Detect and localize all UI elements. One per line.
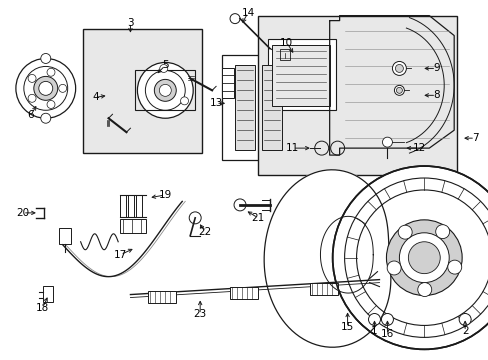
Bar	[279, 49, 289, 60]
Circle shape	[47, 100, 55, 108]
Text: 4: 4	[92, 92, 99, 102]
Circle shape	[39, 81, 53, 95]
Text: 11: 11	[285, 143, 299, 153]
Text: 16: 16	[380, 329, 393, 339]
Circle shape	[382, 137, 392, 147]
Circle shape	[392, 62, 406, 75]
Circle shape	[28, 75, 36, 82]
Text: 19: 19	[159, 190, 172, 200]
Text: 14: 14	[241, 8, 254, 18]
Circle shape	[41, 54, 51, 63]
Circle shape	[332, 166, 488, 349]
Bar	[120, 195, 126, 217]
Bar	[42, 285, 53, 302]
Bar	[120, 219, 146, 233]
Bar	[271, 45, 329, 106]
Circle shape	[59, 84, 66, 92]
Circle shape	[397, 225, 411, 239]
Circle shape	[234, 199, 245, 211]
Circle shape	[395, 64, 403, 72]
Circle shape	[458, 314, 470, 325]
Text: 21: 21	[251, 213, 264, 223]
Text: 20: 20	[16, 208, 29, 218]
Circle shape	[154, 80, 176, 101]
Bar	[136, 195, 142, 217]
Bar	[82, 28, 202, 153]
Circle shape	[28, 94, 36, 102]
Bar	[222, 68, 234, 98]
Bar	[59, 228, 71, 244]
Bar	[229, 287, 258, 298]
Text: 15: 15	[340, 323, 353, 332]
Circle shape	[381, 314, 393, 325]
Text: 5: 5	[162, 60, 168, 71]
Circle shape	[34, 76, 58, 100]
Circle shape	[417, 283, 431, 297]
Text: 7: 7	[471, 133, 477, 143]
Text: 8: 8	[432, 90, 439, 100]
Text: 1: 1	[370, 327, 377, 336]
Circle shape	[16, 58, 76, 118]
Circle shape	[47, 68, 55, 76]
Circle shape	[159, 84, 171, 96]
Circle shape	[447, 260, 461, 274]
Text: 9: 9	[432, 63, 439, 73]
Polygon shape	[329, 15, 453, 155]
Circle shape	[386, 261, 400, 275]
Text: 13: 13	[209, 98, 222, 108]
Text: 10: 10	[280, 37, 293, 48]
Circle shape	[368, 314, 380, 325]
Circle shape	[435, 225, 449, 239]
Bar	[258, 15, 456, 175]
Circle shape	[180, 97, 188, 105]
Circle shape	[394, 85, 404, 95]
Bar	[148, 291, 176, 302]
Text: 22: 22	[198, 227, 211, 237]
Text: 3: 3	[127, 18, 134, 28]
Circle shape	[41, 113, 51, 123]
Bar	[235, 66, 254, 150]
Bar	[267, 39, 335, 110]
Circle shape	[160, 64, 167, 72]
Text: 17: 17	[114, 250, 127, 260]
Bar	[309, 283, 337, 294]
Circle shape	[396, 87, 402, 93]
Circle shape	[189, 212, 201, 224]
Text: 2: 2	[461, 327, 468, 336]
Text: 12: 12	[412, 143, 425, 153]
Bar	[262, 66, 281, 150]
Circle shape	[407, 242, 439, 274]
Circle shape	[137, 62, 193, 118]
Polygon shape	[264, 170, 390, 347]
Circle shape	[386, 220, 461, 296]
Circle shape	[399, 233, 448, 283]
Bar	[135, 71, 195, 110]
Text: 18: 18	[36, 302, 49, 312]
Text: 6: 6	[27, 110, 34, 120]
Text: 23: 23	[193, 310, 206, 319]
Bar	[222, 55, 293, 160]
Bar	[128, 195, 134, 217]
